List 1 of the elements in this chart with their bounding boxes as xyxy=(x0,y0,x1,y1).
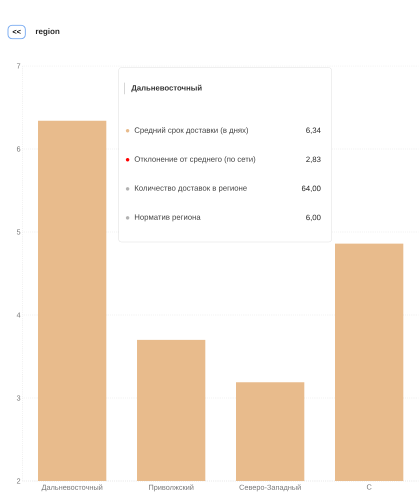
chart-title: region xyxy=(36,28,60,36)
